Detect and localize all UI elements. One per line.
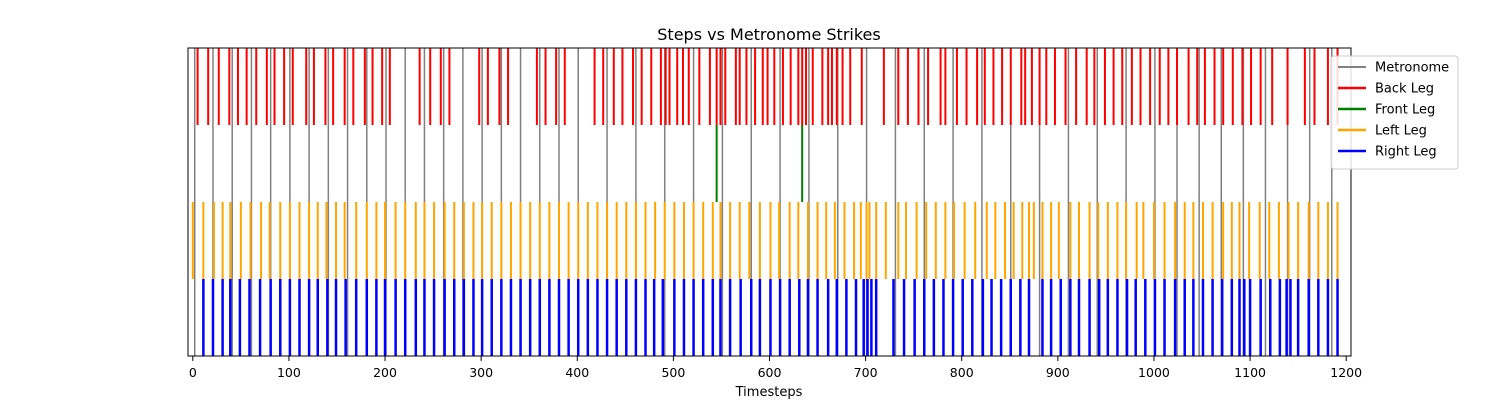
x-tick-label-1: 100: [277, 365, 301, 380]
series-back-leg: [196, 48, 1339, 125]
chart-title: Steps vs Metronome Strikes: [657, 25, 880, 44]
x-tick-label-12: 1200: [1330, 365, 1362, 380]
x-tick-label-10: 1000: [1138, 365, 1170, 380]
legend-label-right-leg: Right Leg: [1375, 145, 1437, 160]
legend: Metronome Back Leg Front Leg Left Leg Right …: [1330, 55, 1459, 170]
x-tick-label-4: 400: [565, 365, 589, 380]
x-tick-label-3: 300: [469, 365, 493, 380]
legend-label-metronome: Metronome: [1375, 61, 1449, 76]
x-axis: 0 100 200 300 400 500 600 700 800 900 1000 1100 1200: [189, 356, 1362, 380]
legend-box: [1330, 55, 1459, 170]
series-left-leg: [191, 202, 1339, 279]
x-tick-label-0: 0: [189, 365, 197, 380]
x-axis-label: Timesteps: [735, 385, 803, 400]
x-tick-label-8: 800: [950, 365, 974, 380]
events-layer: [191, 48, 1339, 356]
x-tick-label-7: 700: [854, 365, 878, 380]
legend-label-back-leg: Back Leg: [1375, 82, 1434, 97]
x-tick-label-6: 600: [758, 365, 782, 380]
x-tick-label-5: 500: [661, 365, 685, 380]
x-tick-label-9: 900: [1046, 365, 1070, 380]
series-right-leg: [202, 279, 1339, 356]
x-tick-label-2: 200: [373, 365, 397, 380]
legend-label-front-leg: Front Leg: [1375, 103, 1435, 118]
legend-label-left-leg: Left Leg: [1375, 124, 1427, 139]
x-tick-label-11: 1100: [1234, 365, 1266, 380]
series-front-leg: [715, 125, 804, 202]
